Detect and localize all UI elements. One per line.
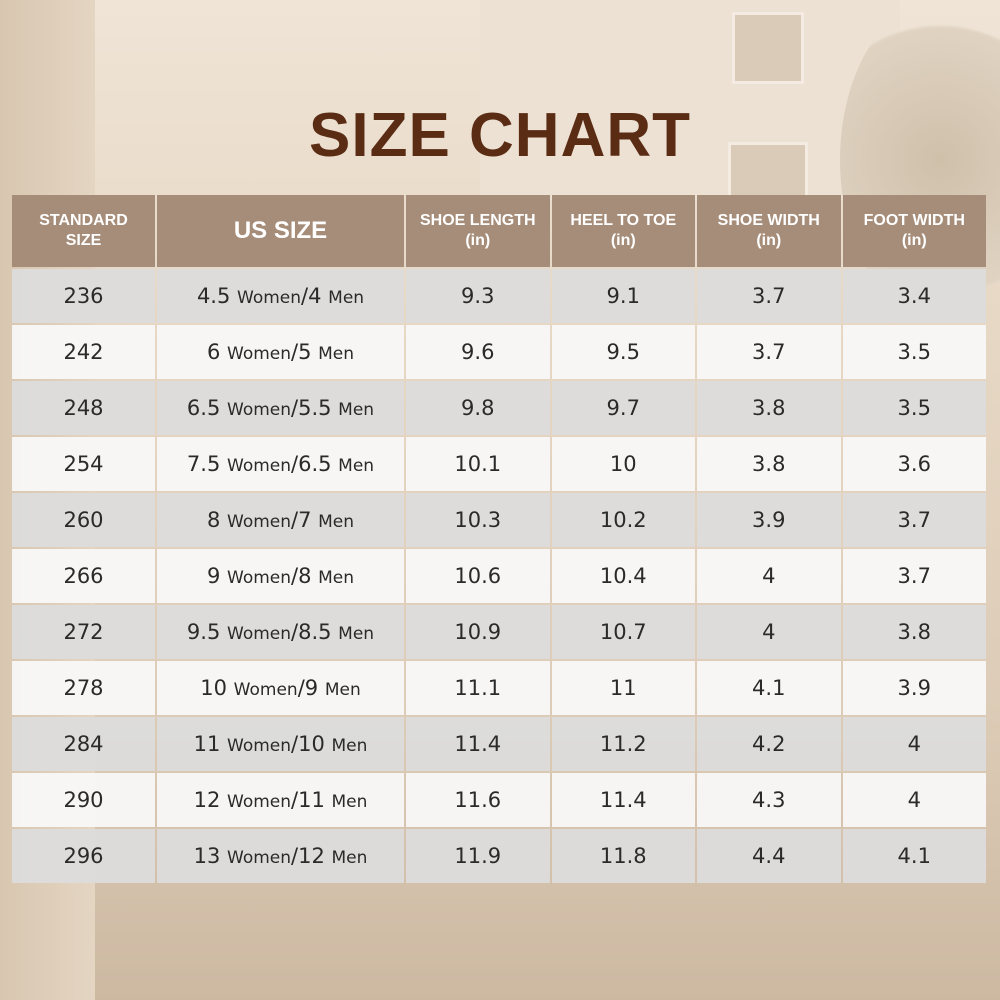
- size-table: STANDARD SIZE US SIZE SHOE LENGTH (in) HEEL…: [10, 193, 988, 885]
- table-cell: 4.1: [842, 829, 986, 883]
- table-cell: 11.1: [406, 661, 550, 715]
- table-cell: 10.4: [551, 549, 695, 603]
- table-row: 272 9.5 Women/8.5 Men 10.9 10.7 4 3.8: [12, 605, 986, 659]
- table-cell: 11.6: [406, 773, 550, 827]
- title: SIZE CHART: [309, 101, 691, 170]
- table-cell: 6 Women/5 Men: [157, 325, 404, 379]
- table-cell: 10.3: [406, 493, 550, 547]
- column-header: HEEL TO TOE (in): [551, 195, 695, 267]
- table-cell: 13 Women/12 Men: [157, 829, 404, 883]
- table-cell: 4.4: [697, 829, 841, 883]
- table-cell: 12 Women/11 Men: [157, 773, 404, 827]
- table-cell: 260: [12, 493, 155, 547]
- header-row: STANDARD SIZE US SIZE SHOE LENGTH (in) HEEL…: [12, 195, 986, 267]
- table-cell: 3.8: [697, 381, 841, 435]
- table-cell: 9.5 Women/8.5 Men: [157, 605, 404, 659]
- table-cell: 3.7: [842, 549, 986, 603]
- table-cell: 3.7: [697, 269, 841, 323]
- table-cell: 4: [697, 549, 841, 603]
- table-cell: 9.6: [406, 325, 550, 379]
- column-header: US SIZE: [157, 195, 404, 267]
- table-cell: 11: [551, 661, 695, 715]
- table-cell: 6.5 Women/5.5 Men: [157, 381, 404, 435]
- table-cell: 3.9: [697, 493, 841, 547]
- table-cell: 9.8: [406, 381, 550, 435]
- table-cell: 10.6: [406, 549, 550, 603]
- table-cell: 11.8: [551, 829, 695, 883]
- table-row: 248 6.5 Women/5.5 Men 9.8 9.7 3.8 3.5: [12, 381, 986, 435]
- table-cell: 3.7: [842, 493, 986, 547]
- table-cell: 254: [12, 437, 155, 491]
- table-cell: 3.9: [842, 661, 986, 715]
- table-cell: 10: [551, 437, 695, 491]
- table-cell: 3.5: [842, 381, 986, 435]
- column-header: SHOE WIDTH (in): [697, 195, 841, 267]
- column-header: STANDARD SIZE: [12, 195, 155, 267]
- table-row: 242 6 Women/5 Men 9.6 9.5 3.7 3.5: [12, 325, 986, 379]
- table-cell: 4.3: [697, 773, 841, 827]
- table-cell: 3.5: [842, 325, 986, 379]
- table-cell: 10 Women/9 Men: [157, 661, 404, 715]
- table-cell: 11.4: [406, 717, 550, 771]
- table-row: 236 4.5 Women/4 Men 9.3 9.1 3.7 3.4: [12, 269, 986, 323]
- table-cell: 272: [12, 605, 155, 659]
- table-cell: 284: [12, 717, 155, 771]
- table-cell: 7.5 Women/6.5 Men: [157, 437, 404, 491]
- table-row: 254 7.5 Women/6.5 Men 10.1 10 3.8 3.6: [12, 437, 986, 491]
- table-cell: 9.7: [551, 381, 695, 435]
- table-cell: 290: [12, 773, 155, 827]
- table-row: 278 10 Women/9 Men 11.1 11 4.1 3.9: [12, 661, 986, 715]
- table-cell: 242: [12, 325, 155, 379]
- table-cell: 4: [842, 773, 986, 827]
- table-cell: 10.2: [551, 493, 695, 547]
- table-row: 284 11 Women/10 Men 11.4 11.2 4.2 4: [12, 717, 986, 771]
- table-cell: 4: [842, 717, 986, 771]
- table-cell: 4.5 Women/4 Men: [157, 269, 404, 323]
- table-cell: 11.9: [406, 829, 550, 883]
- column-header: SHOE LENGTH (in): [406, 195, 550, 267]
- table-row: 290 12 Women/11 Men 11.6 11.4 4.3 4: [12, 773, 986, 827]
- table-cell: 4.1: [697, 661, 841, 715]
- table-body: 236 4.5 Women/4 Men 9.3 9.1 3.7 3.4 242 6 Women…: [12, 269, 986, 883]
- table-cell: 9.3: [406, 269, 550, 323]
- table-cell: 236: [12, 269, 155, 323]
- table-cell: 10.1: [406, 437, 550, 491]
- table-cell: 3.4: [842, 269, 986, 323]
- table-row: 266 9 Women/8 Men 10.6 10.4 4 3.7: [12, 549, 986, 603]
- table-cell: 9 Women/8 Men: [157, 549, 404, 603]
- table-cell: 11.2: [551, 717, 695, 771]
- table-cell: 266: [12, 549, 155, 603]
- background-building: [480, 0, 900, 200]
- table-cell: 10.9: [406, 605, 550, 659]
- table-cell: 11 Women/10 Men: [157, 717, 404, 771]
- table-cell: 10.7: [551, 605, 695, 659]
- column-header: FOOT WIDTH (in): [842, 195, 986, 267]
- table-cell: 9.5: [551, 325, 695, 379]
- table-cell: 9.1: [551, 269, 695, 323]
- background-window: [732, 12, 804, 84]
- table-cell: 3.6: [842, 437, 986, 491]
- table-cell: 8 Women/7 Men: [157, 493, 404, 547]
- table-row: 260 8 Women/7 Men 10.3 10.2 3.9 3.7: [12, 493, 986, 547]
- table-cell: 3.8: [697, 437, 841, 491]
- table-cell: 4.2: [697, 717, 841, 771]
- table-cell: 3.7: [697, 325, 841, 379]
- table-cell: 248: [12, 381, 155, 435]
- table-cell: 3.8: [842, 605, 986, 659]
- table-cell: 296: [12, 829, 155, 883]
- table-cell: 4: [697, 605, 841, 659]
- table-cell: 278: [12, 661, 155, 715]
- table-row: 296 13 Women/12 Men 11.9 11.8 4.4 4.1: [12, 829, 986, 883]
- table-cell: 11.4: [551, 773, 695, 827]
